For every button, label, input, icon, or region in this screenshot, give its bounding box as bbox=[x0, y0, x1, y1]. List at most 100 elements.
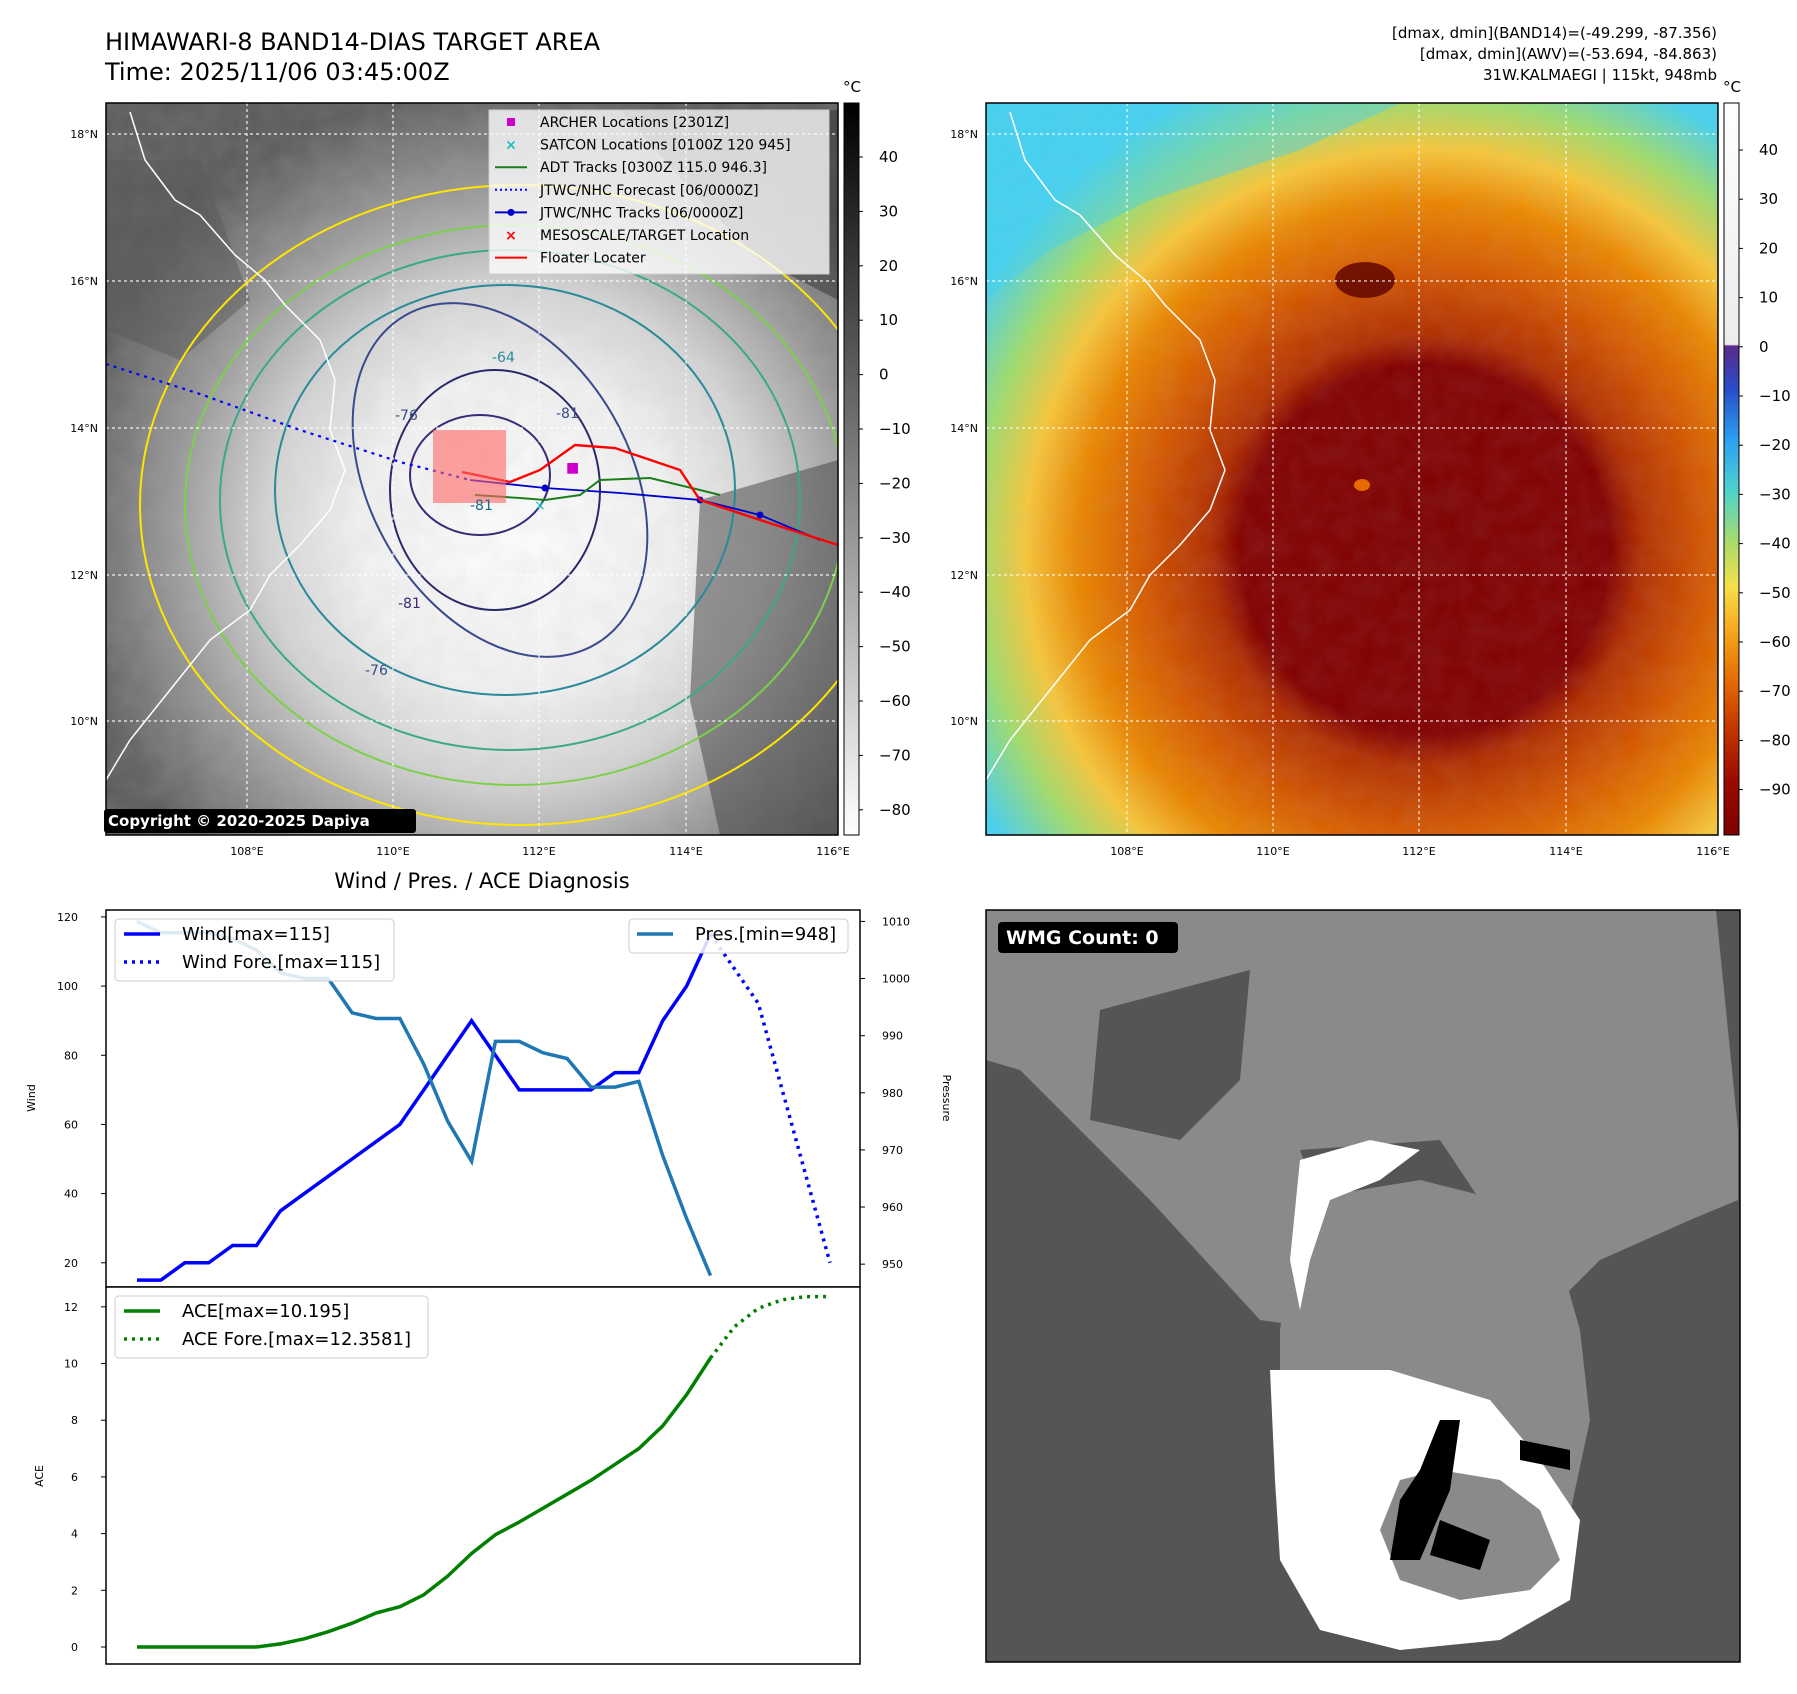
awv-eye bbox=[1354, 479, 1370, 491]
colorbar-tick-label: −30 bbox=[879, 529, 911, 547]
wmg-panel: WMG Count: 0 bbox=[985, 909, 1741, 1663]
ace-y-ticks: 0 2 4 6 8 10 12 bbox=[64, 1301, 106, 1654]
ir-colorbar-ticks: 40 30 20 10 0 −10 −20 −30 −40 −50 −60 −70 −80 bbox=[859, 148, 911, 819]
lat-label: 12°N bbox=[950, 569, 978, 582]
wind-legend: Wind[max=115] Wind Fore.[max=115] Pres.[mi… bbox=[124, 924, 836, 973]
awv-coastline bbox=[986, 111, 1226, 781]
y2-tick-label: 990 bbox=[882, 1030, 903, 1043]
ir-coastline bbox=[106, 111, 346, 781]
lon-label: 114°E bbox=[669, 845, 702, 858]
colorbar-tick-label: −10 bbox=[879, 420, 911, 438]
lon-label: 112°E bbox=[1402, 845, 1435, 858]
legend-label: ACE[max=10.195] bbox=[182, 1301, 349, 1322]
awv-map-panel: 18°N 16°N 14°N 12°N 10°N 108°E 110°E 112°E 114°… bbox=[950, 102, 1730, 858]
lat-label: 10°N bbox=[70, 715, 98, 728]
contour-label: -64 bbox=[492, 350, 515, 366]
lat-label: 18°N bbox=[70, 128, 98, 141]
series-line bbox=[137, 933, 713, 1282]
contour-label: -81 bbox=[470, 498, 493, 514]
ir-legend: ARCHER Locations [2301Z] × SATCON Location… bbox=[495, 115, 791, 267]
legend-item: × SATCON Locations [0100Z 120 945] bbox=[505, 138, 790, 154]
mesoscale-target-box bbox=[433, 430, 506, 503]
lon-label: 112°E bbox=[522, 845, 555, 858]
diagnosis-title: Wind / Pres. / ACE Diagnosis bbox=[334, 869, 629, 893]
copyright-badge bbox=[104, 809, 416, 833]
y2-tick-label: 980 bbox=[882, 1087, 903, 1100]
ir-colorbar-ramp bbox=[843, 102, 860, 836]
y-tick-label: 4 bbox=[71, 1528, 78, 1541]
copyright-text: Copyright © 2020-2025 Dapiya bbox=[108, 812, 370, 830]
y-tick-label: 40 bbox=[64, 1188, 78, 1201]
legend-label: JTWC/NHC Forecast [06/0000Z] bbox=[539, 183, 759, 199]
ir-legend-box bbox=[488, 109, 830, 275]
y2-tick-label: 970 bbox=[882, 1144, 903, 1157]
lat-label: 18°N bbox=[950, 128, 978, 141]
pressure-legend-box bbox=[628, 918, 849, 954]
legend-label: Wind Fore.[max=115] bbox=[182, 952, 380, 973]
contour-indigo-inner bbox=[389, 369, 601, 611]
legend-label: ARCHER Locations [2301Z] bbox=[540, 115, 729, 131]
colorbar-tick-label: 30 bbox=[879, 202, 898, 220]
legend-marker: × bbox=[505, 228, 517, 244]
awv-texture bbox=[986, 103, 1718, 835]
jtwc-track bbox=[469, 479, 821, 541]
wind-y-ticks: 20 40 60 80 100 120 bbox=[57, 911, 106, 1270]
contour-indigo-outer bbox=[351, 302, 649, 658]
colorbar-tick-label: −20 bbox=[879, 474, 911, 492]
wind-pressure-chart: Wind Pressure 20 40 60 80 100 120 950 960 970 98… bbox=[25, 909, 953, 1288]
colorbar-tick-label: 20 bbox=[879, 257, 898, 275]
awv-dry-region bbox=[986, 103, 1400, 300]
colorbar-tick-label: −70 bbox=[879, 746, 911, 764]
wmg-level-black bbox=[1520, 1440, 1570, 1470]
colorbar-tick-label: 20 bbox=[1759, 239, 1778, 257]
awv-colorbar-ticks: 40 30 20 10 0 −10 −20 −30 −40 −50 −60 −70 −80 −90 bbox=[1739, 141, 1791, 799]
contour-label: -81 bbox=[556, 406, 579, 422]
awv-colorbar: °C 40 30 20 10 0 −10 −20 −30 −40 −50 −60 −70 −80 −90 bbox=[1723, 78, 1791, 836]
legend-item: Floater Locater bbox=[495, 251, 646, 267]
wmg-level-high bbox=[1290, 1140, 1420, 1310]
y-tick-label: 6 bbox=[71, 1471, 78, 1484]
colorbar-tick-label: −90 bbox=[1759, 781, 1791, 799]
legend-marker-dot bbox=[507, 208, 515, 216]
contour-label: -76 bbox=[395, 408, 418, 424]
colorbar-tick-label: −80 bbox=[879, 801, 911, 819]
y-tick-label: 60 bbox=[64, 1118, 78, 1131]
band14-stats: [dmax, dmin](BAND14)=(-49.299, -87.356) bbox=[1392, 24, 1717, 42]
ir-clear-region-w bbox=[106, 160, 250, 360]
lon-label: 110°E bbox=[376, 845, 409, 858]
lon-label: 108°E bbox=[1110, 845, 1143, 858]
colorbar-tick-label: −50 bbox=[1759, 584, 1791, 602]
floater-track bbox=[461, 443, 838, 547]
lon-label: 114°E bbox=[1549, 845, 1582, 858]
y-tick-label: 0 bbox=[71, 1641, 78, 1654]
legend-label: SATCON Locations [0100Z 120 945] bbox=[540, 138, 791, 154]
awv-gridlines bbox=[986, 103, 1718, 835]
jtwc-forecast-track bbox=[106, 362, 471, 482]
lon-label: 116°E bbox=[1696, 845, 1729, 858]
ir-clear-region-se bbox=[690, 460, 838, 835]
pressure-axis-label: Pressure bbox=[940, 1075, 953, 1122]
contour-cyan bbox=[274, 284, 736, 696]
ace-series-group bbox=[137, 1294, 831, 1649]
colorbar-tick-label: 0 bbox=[879, 366, 889, 384]
ace-axis-label: ACE bbox=[33, 1465, 46, 1487]
awv-lat-labels: 18°N 16°N 14°N 12°N 10°N bbox=[950, 128, 978, 728]
y-tick-label: 100 bbox=[57, 980, 78, 993]
lon-label: 116°E bbox=[816, 845, 849, 858]
wmg-level-black bbox=[1390, 1420, 1460, 1560]
colorbar-tick-label: −20 bbox=[1759, 436, 1791, 454]
ir-colorbar: °C 40 30 20 10 0 −10 −20 −30 −40 −50 −60 −70 −80 bbox=[843, 78, 911, 836]
contour-label: -81 bbox=[398, 596, 421, 612]
y-tick-label: 10 bbox=[64, 1358, 78, 1371]
awv-deep-convection bbox=[1335, 262, 1395, 298]
colorbar-tick-label: 10 bbox=[879, 311, 898, 329]
colorbar-tick-label: −80 bbox=[1759, 731, 1791, 749]
legend-label: ACE Fore.[max=12.3581] bbox=[182, 1329, 411, 1350]
y2-tick-label: 960 bbox=[882, 1201, 903, 1214]
lat-label: 14°N bbox=[70, 422, 98, 435]
wmg-level-low bbox=[1090, 970, 1250, 1140]
contour-label: -76 bbox=[365, 663, 388, 679]
ir-frame bbox=[105, 102, 839, 836]
